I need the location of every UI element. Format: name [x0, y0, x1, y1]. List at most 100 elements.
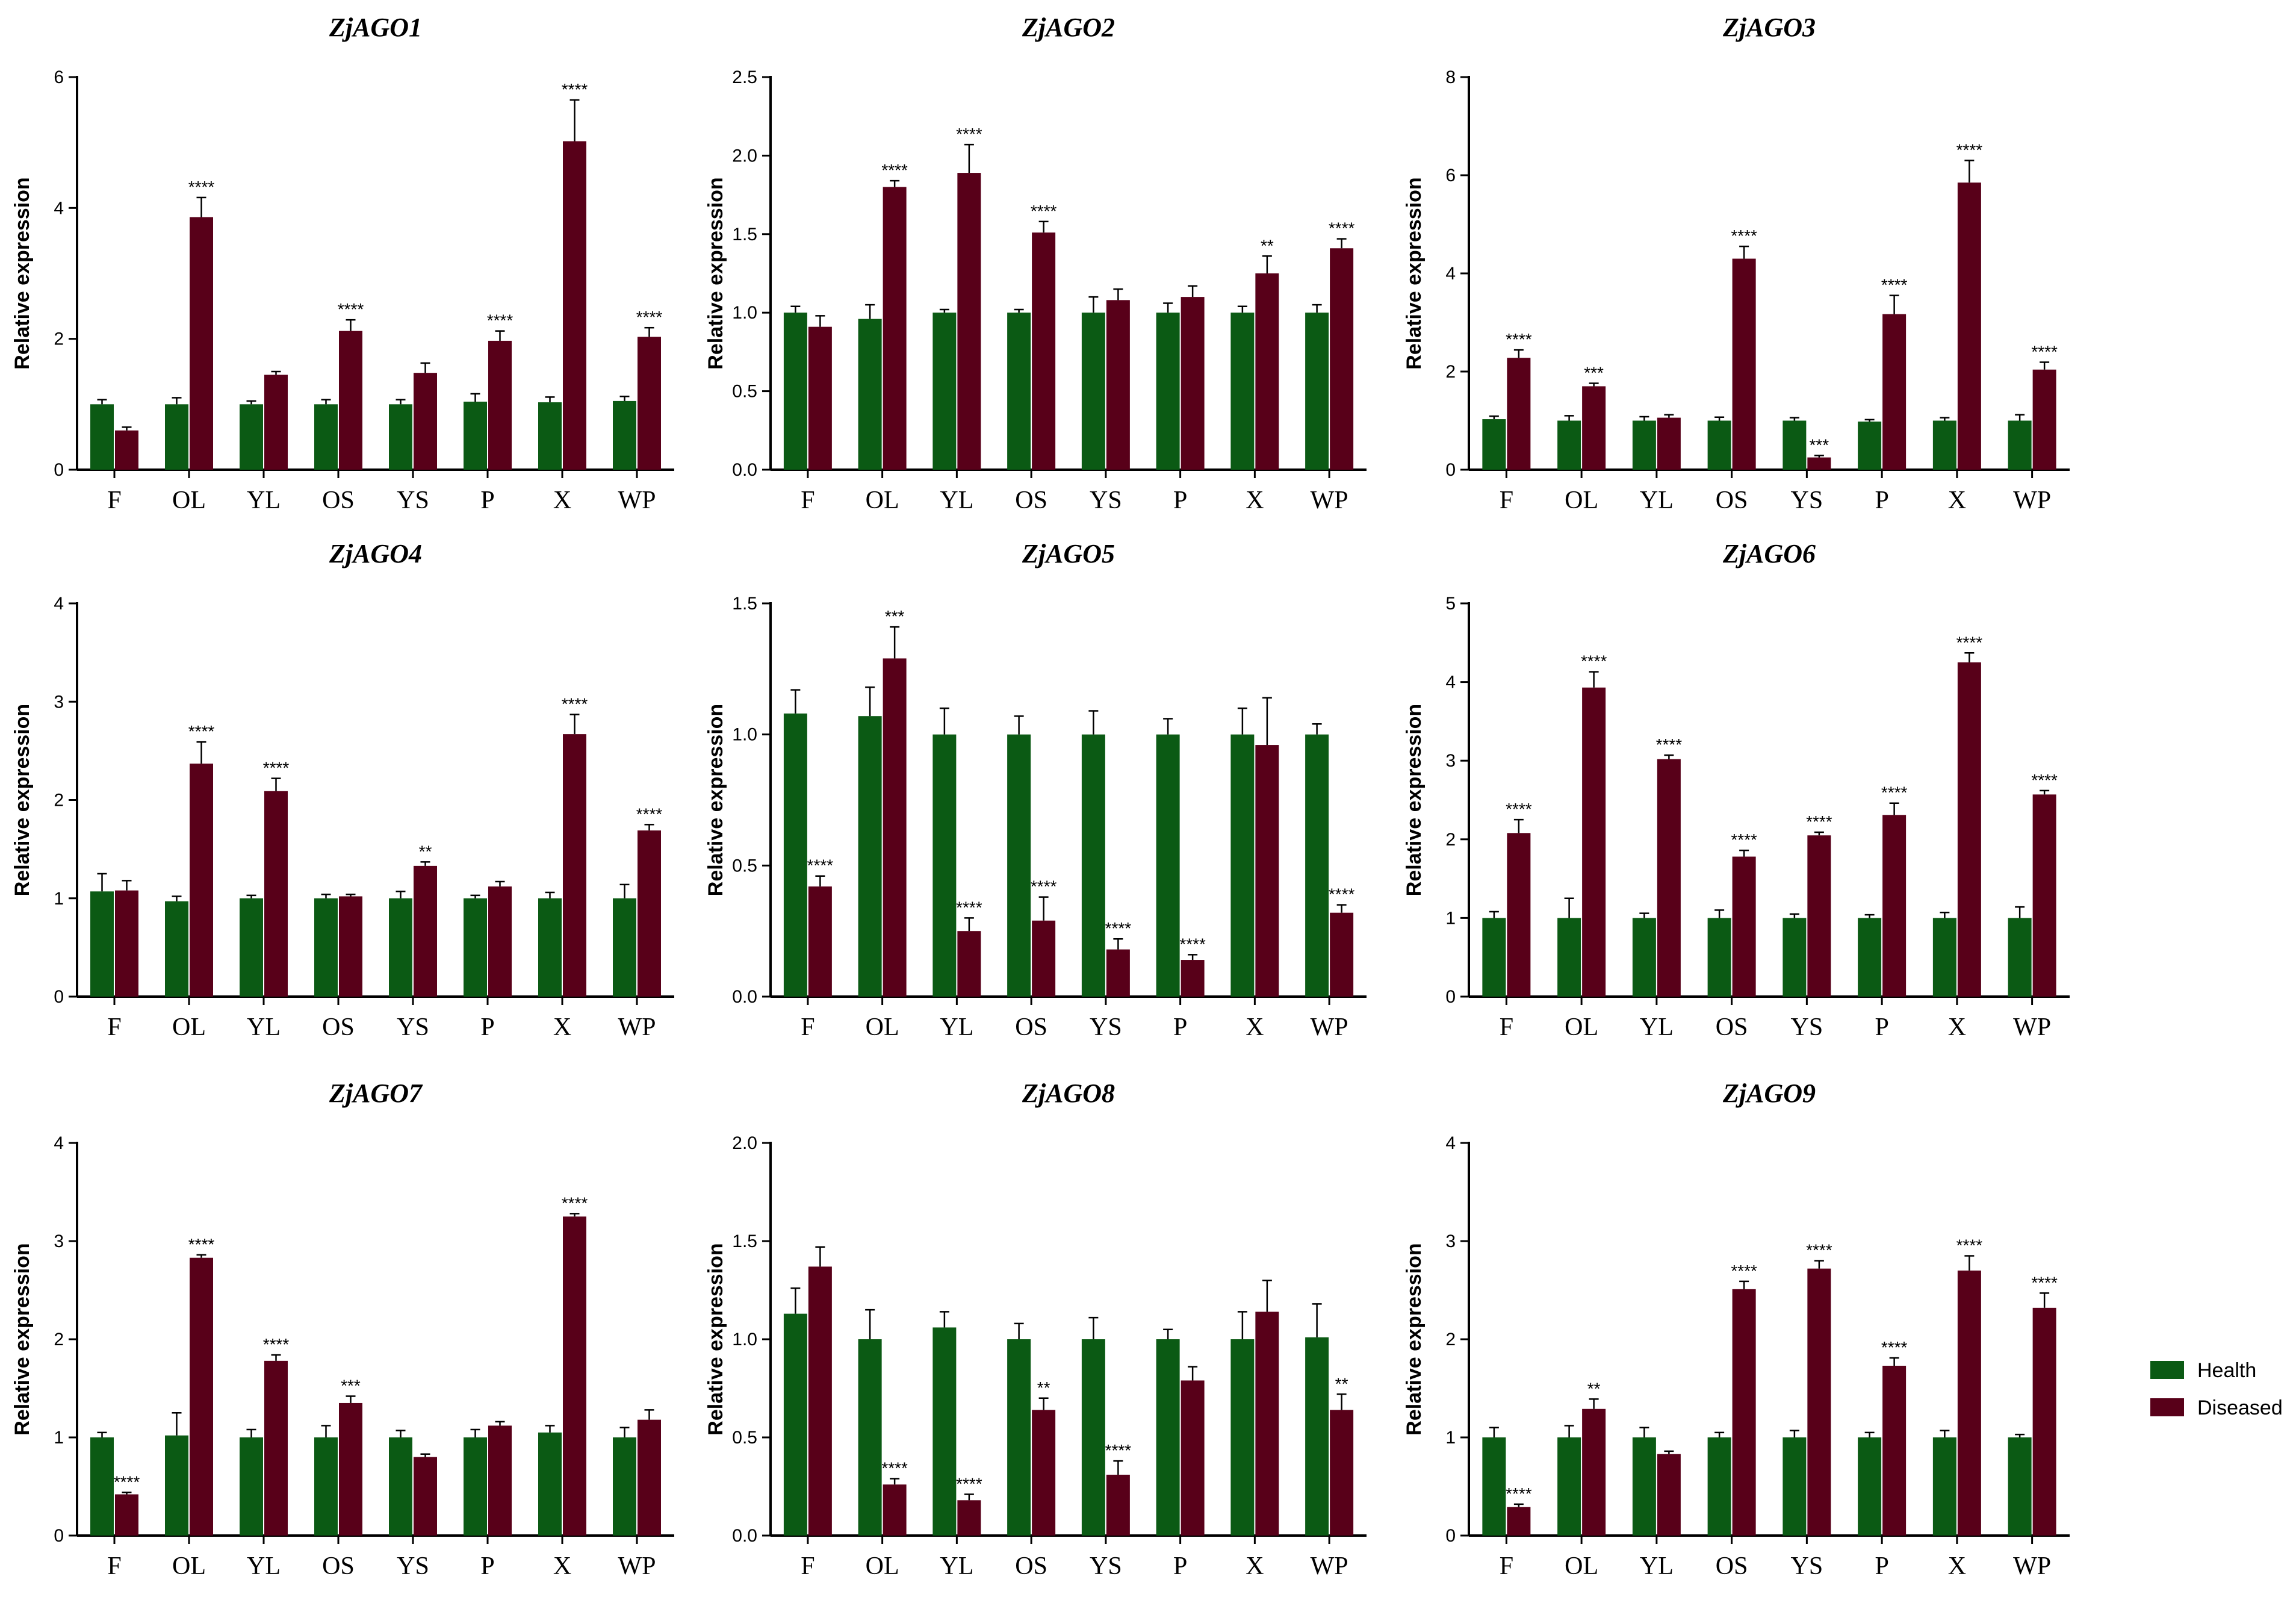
chart-title: ZjAGO7	[329, 1079, 423, 1108]
x-tick-label: YL	[247, 1552, 281, 1580]
x-tick-label: YL	[940, 1552, 973, 1580]
significance-label: ***	[885, 607, 905, 626]
health-bar	[1482, 1437, 1506, 1536]
health-bar	[1858, 1437, 1882, 1536]
health-bar	[464, 1437, 487, 1536]
diseased-bar	[883, 1484, 907, 1536]
y-tick-label: 0.0	[732, 460, 757, 480]
health-bar	[1081, 313, 1105, 470]
x-tick-label: WP	[618, 1013, 656, 1041]
diseased-bar	[1732, 1289, 1756, 1536]
significance-label: ****	[188, 722, 215, 741]
health-bar	[165, 1435, 188, 1536]
diseased-bar	[1255, 273, 1279, 470]
diseased-bar	[414, 865, 437, 997]
y-tick-label: 2	[1445, 362, 1456, 382]
health-bar	[1482, 918, 1506, 997]
significance-label: ****	[263, 759, 290, 777]
diseased-bar	[1507, 833, 1531, 997]
x-tick-label: OS	[322, 487, 355, 514]
diseased-bar	[2032, 794, 2056, 997]
diseased-bar	[1032, 1410, 1056, 1536]
significance-label: ****	[1105, 1441, 1132, 1460]
x-tick-label: F	[801, 1013, 814, 1041]
significance-label: ****	[1179, 935, 1206, 953]
health-bar	[1557, 1437, 1581, 1536]
x-tick-label: P	[1173, 487, 1187, 514]
significance-label: ****	[114, 1472, 140, 1491]
diseased-bar	[1582, 386, 1606, 470]
y-tick-label: 2.5	[732, 67, 757, 87]
diseased-bar	[2032, 1307, 2056, 1536]
y-axis-label: Relative expression	[1403, 177, 1426, 369]
significance-label: **	[1261, 236, 1274, 255]
legend-label: Health	[2197, 1359, 2256, 1382]
x-tick-label: WP	[1311, 1552, 1348, 1580]
x-tick-label: YL	[1640, 1552, 1674, 1580]
diseased-bar	[1255, 1312, 1279, 1536]
diseased-bar	[1255, 745, 1279, 997]
health-bar	[1932, 918, 1956, 997]
diseased-bar	[1106, 300, 1130, 470]
chart-panel: ZjAGO1 Relative expression 0 2 4 6 F OL **** YL OS…	[11, 13, 674, 514]
diseased-bar	[414, 373, 437, 470]
significance-label: ****	[1031, 202, 1057, 220]
x-tick-label: WP	[1311, 487, 1348, 514]
x-tick-label: OS	[322, 1552, 355, 1580]
health-bar	[1707, 1437, 1731, 1536]
chart-title: ZjAGO3	[1722, 13, 1816, 42]
significance-label: ****	[807, 856, 834, 875]
y-tick-label: 4	[1445, 264, 1456, 284]
y-tick-label: 8	[1445, 67, 1456, 87]
y-tick-label: 4	[54, 1133, 64, 1153]
diseased-bar	[957, 173, 981, 470]
x-tick-label: OL	[172, 1552, 206, 1580]
y-tick-label: 5	[1445, 594, 1456, 614]
y-axis-label: Relative expression	[1403, 704, 1426, 896]
health-bar	[1932, 420, 1956, 470]
health-bar	[1632, 1437, 1656, 1536]
diseased-bar	[414, 1457, 437, 1536]
health-bar	[240, 898, 263, 997]
significance-label: ****	[1806, 812, 1832, 831]
health-bar	[932, 734, 957, 997]
health-bar	[783, 713, 807, 997]
y-tick-label: 3	[1445, 751, 1456, 771]
diseased-bar	[1957, 182, 1981, 470]
x-tick-label: YL	[247, 487, 281, 514]
health-bar	[165, 901, 188, 997]
diseased-bar	[1957, 662, 1981, 997]
diseased-bar	[1882, 815, 1907, 997]
significance-label: ****	[2031, 1273, 2058, 1292]
health-bar	[314, 1437, 338, 1536]
diseased-bar	[1882, 1366, 1907, 1536]
x-tick-label: YL	[940, 487, 973, 514]
x-tick-label: YS	[1791, 487, 1823, 514]
significance-label: ****	[1329, 219, 1355, 238]
y-tick-label: 1.5	[732, 225, 757, 244]
significance-label: ****	[1956, 1236, 1983, 1254]
diseased-bar	[1181, 297, 1205, 470]
legend-label: Diseased	[2197, 1396, 2283, 1419]
x-tick-label: X	[1246, 487, 1264, 514]
significance-label: ****	[1329, 885, 1355, 904]
x-tick-label: WP	[2013, 487, 2051, 514]
health-bar	[1783, 1437, 1807, 1536]
significance-label: ****	[1656, 735, 1683, 754]
y-tick-label: 4	[1445, 673, 1456, 693]
health-bar	[783, 1313, 807, 1536]
chart-panel: ZjAGO5 Relative expression 0.0 0.5 1.0 1.5 F **…	[704, 539, 1367, 1041]
y-axis-label: Relative expression	[11, 704, 34, 896]
significance-label: ****	[1031, 877, 1057, 896]
x-tick-label: OS	[1716, 1013, 1748, 1041]
x-tick-label: WP	[2013, 1013, 2051, 1041]
y-axis-label: Relative expression	[11, 1243, 34, 1435]
health-bar	[1305, 313, 1329, 470]
x-tick-label: YS	[1090, 1013, 1122, 1041]
x-tick-label: F	[107, 487, 121, 514]
health-bar	[1081, 734, 1105, 997]
diseased-bar	[190, 764, 213, 997]
diseased-bar	[957, 931, 981, 997]
x-tick-label: WP	[2013, 1552, 2051, 1580]
